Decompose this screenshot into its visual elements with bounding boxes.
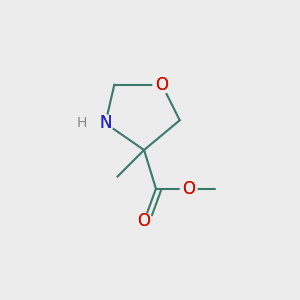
Circle shape: [136, 213, 152, 230]
Text: N: N: [99, 114, 112, 132]
Text: O: O: [182, 180, 195, 198]
Circle shape: [97, 115, 114, 132]
Text: O: O: [182, 180, 195, 198]
Text: O: O: [155, 76, 168, 94]
Text: O: O: [138, 212, 151, 230]
Text: H: H: [76, 116, 87, 130]
Circle shape: [180, 180, 197, 197]
Text: O: O: [138, 212, 151, 230]
Text: O: O: [155, 76, 168, 94]
Text: N: N: [99, 114, 112, 132]
Circle shape: [153, 76, 171, 94]
